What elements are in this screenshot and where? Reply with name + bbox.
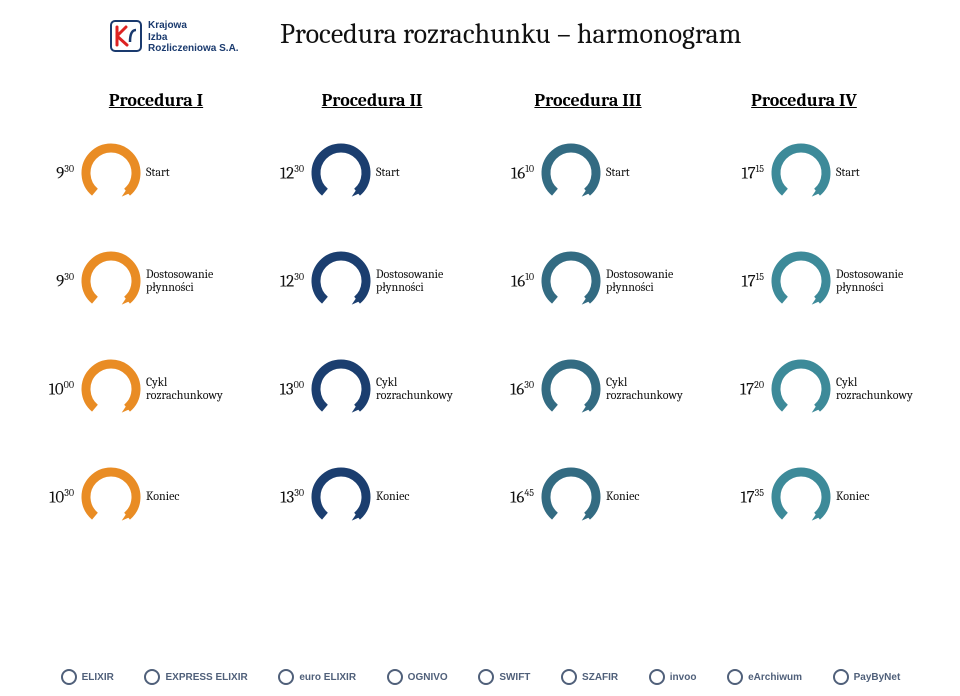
cycle-arrow-icon xyxy=(310,358,372,420)
cycle-arrow-icon xyxy=(770,358,832,420)
kir-logo-mark xyxy=(110,20,142,52)
cell-time: 1715 xyxy=(724,163,764,184)
cell-label: Cykl rozrachunkowy xyxy=(836,376,926,402)
cycle-arrow-icon xyxy=(770,466,832,528)
footer-logo: OGNIVO xyxy=(386,668,448,686)
cell-label: Cykl rozrachunkowy xyxy=(606,376,696,402)
cell-label: Start xyxy=(836,166,860,179)
logo-line3: Rozliczeniowa S.A. xyxy=(148,43,239,55)
cell-time: 1630 xyxy=(494,379,534,400)
kir-logo-text: Krajowa Izba Rozliczeniowa S.A. xyxy=(148,20,239,55)
cell-label: Start xyxy=(606,166,630,179)
proc-header-4: Procedura IV xyxy=(696,90,912,111)
cycle-arrow-icon xyxy=(540,358,602,420)
cell-time: 1735 xyxy=(724,487,764,508)
timeline-cell: 1610 Dostosowanie płynności xyxy=(480,250,710,312)
cycle-arrow-icon xyxy=(540,466,602,528)
header: Krajowa Izba Rozliczeniowa S.A. Procedur… xyxy=(0,0,960,60)
cell-time: 1610 xyxy=(494,163,534,184)
cycle-arrow-icon xyxy=(80,250,142,312)
timeline-cell: 930 Dostosowanie płynności xyxy=(20,250,250,312)
cell-time: 1645 xyxy=(494,487,534,508)
logo-line1: Krajowa xyxy=(148,20,239,32)
footer-logo: EXPRESS ELIXIR xyxy=(143,668,247,686)
footer-logo: PayByNet xyxy=(832,668,901,686)
timeline-cell: 1715 Dostosowanie płynności xyxy=(710,250,940,312)
procedure-headers: Procedura I Procedura II Procedura III P… xyxy=(0,60,960,119)
footer-logo: eArchiwum xyxy=(726,668,802,686)
timeline-row: 930 Start 1230 Start 1610 Start 1715 Sta… xyxy=(20,119,940,227)
cell-time: 1610 xyxy=(494,271,534,292)
cell-time: 1330 xyxy=(264,487,304,508)
cell-time: 1030 xyxy=(34,487,74,508)
cell-label: Start xyxy=(376,166,400,179)
timeline-cell: 1720 Cykl rozrachunkowy xyxy=(710,358,940,420)
cycle-arrow-icon xyxy=(540,142,602,204)
timeline-cell: 930 Start xyxy=(20,142,250,204)
footer-logos: ELIXIR EXPRESS ELIXIR euro ELIXIR OGNIVO SWI… xyxy=(0,668,960,686)
cell-label: Dostosowanie płynności xyxy=(836,268,926,294)
page-title: Procedura rozrachunku – harmonogram xyxy=(280,18,741,50)
cell-time: 930 xyxy=(34,271,74,292)
cell-label: Dostosowanie płynności xyxy=(146,268,236,294)
cell-time: 1230 xyxy=(264,163,304,184)
timeline-cell: 1645 Koniec xyxy=(480,466,710,528)
cell-label: Cykl rozrachunkowy xyxy=(376,376,466,402)
logo-line2: Izba xyxy=(148,32,239,44)
cycle-arrow-icon xyxy=(80,142,142,204)
timeline-cell: 1230 Dostosowanie płynności xyxy=(250,250,480,312)
footer-logo: SZAFIR xyxy=(560,668,618,686)
cycle-arrow-icon xyxy=(310,250,372,312)
cell-time: 930 xyxy=(34,163,74,184)
timeline-row: 1030 Koniec 1330 Koniec 1645 Koniec 1735… xyxy=(20,443,940,551)
footer-logo: SWIFT xyxy=(477,668,530,686)
footer-logo: euro ELIXIR xyxy=(277,668,356,686)
timeline-cell: 1000 Cykl rozrachunkowy xyxy=(20,358,250,420)
timeline-row: 1000 Cykl rozrachunkowy 1300 Cykl rozrac… xyxy=(20,335,940,443)
cell-label: Koniec xyxy=(606,490,639,503)
timeline-grid: 930 Start 1230 Start 1610 Start 1715 Sta… xyxy=(0,119,960,551)
cycle-arrow-icon xyxy=(80,358,142,420)
proc-header-1: Procedura I xyxy=(48,90,264,111)
cell-time: 1230 xyxy=(264,271,304,292)
cell-label: Koniec xyxy=(376,490,409,503)
cell-label: Cykl rozrachunkowy xyxy=(146,376,236,402)
footer-logo: invoo xyxy=(648,668,697,686)
cell-label: Dostosowanie płynności xyxy=(376,268,466,294)
timeline-cell: 1735 Koniec xyxy=(710,466,940,528)
cell-label: Koniec xyxy=(146,490,179,503)
timeline-cell: 1610 Start xyxy=(480,142,710,204)
cell-label: Dostosowanie płynności xyxy=(606,268,696,294)
timeline-cell: 1330 Koniec xyxy=(250,466,480,528)
cell-label: Start xyxy=(146,166,170,179)
cell-time: 1720 xyxy=(724,379,764,400)
cycle-arrow-icon xyxy=(770,250,832,312)
timeline-cell: 1230 Start xyxy=(250,142,480,204)
cell-time: 1715 xyxy=(724,271,764,292)
cycle-arrow-icon xyxy=(310,466,372,528)
timeline-cell: 1300 Cykl rozrachunkowy xyxy=(250,358,480,420)
kir-logo: Krajowa Izba Rozliczeniowa S.A. xyxy=(110,20,239,55)
cycle-arrow-icon xyxy=(770,142,832,204)
cycle-arrow-icon xyxy=(540,250,602,312)
cell-time: 1300 xyxy=(264,379,304,400)
footer-logo: ELIXIR xyxy=(60,668,114,686)
timeline-cell: 1630 Cykl rozrachunkowy xyxy=(480,358,710,420)
proc-header-2: Procedura II xyxy=(264,90,480,111)
cell-label: Koniec xyxy=(836,490,869,503)
cell-time: 1000 xyxy=(34,379,74,400)
timeline-row: 930 Dostosowanie płynności 1230 Dostosow… xyxy=(20,227,940,335)
timeline-cell: 1715 Start xyxy=(710,142,940,204)
timeline-cell: 1030 Koniec xyxy=(20,466,250,528)
proc-header-3: Procedura III xyxy=(480,90,696,111)
cycle-arrow-icon xyxy=(80,466,142,528)
cycle-arrow-icon xyxy=(310,142,372,204)
